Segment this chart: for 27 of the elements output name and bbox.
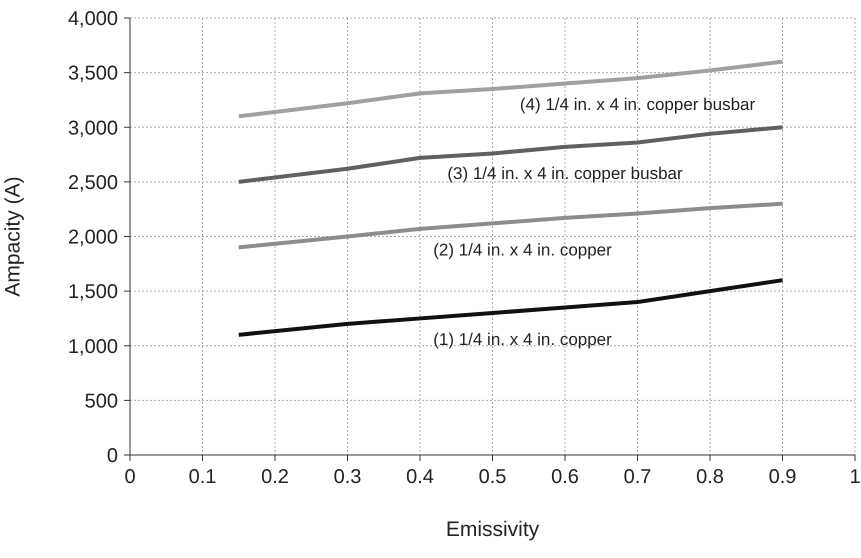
y-tick-label: 2,000: [68, 226, 118, 249]
x-tick-label: 0.5: [478, 466, 506, 488]
y-tick-label: 500: [84, 390, 118, 412]
series-label: (2) 1/4 in. x 4 in. copper: [433, 240, 612, 260]
x-axis-title: Emissivity: [446, 518, 540, 541]
x-tick-label: 0.7: [624, 466, 652, 488]
x-tick-label: 0.6: [551, 466, 579, 488]
y-tick-label: 2,500: [68, 172, 118, 194]
x-tick-label: 0.9: [768, 466, 796, 488]
y-tick-label: 1,500: [68, 281, 118, 304]
y-tick-label: 3,000: [68, 117, 118, 140]
x-tick-label: 0.2: [261, 466, 289, 488]
series-label: (3) 1/4 in. x 4 in. copper busbar: [447, 164, 683, 183]
series-label: (4) 1/4 in. x 4 in. copper busbar: [520, 95, 756, 114]
y-tick-label: 4,000: [68, 8, 118, 30]
y-tick-label: 1,000: [68, 336, 118, 358]
x-tick-label: 0.4: [406, 466, 434, 488]
x-tick-label: 1: [849, 466, 861, 488]
y-tick-label: 0: [106, 445, 118, 468]
y-tick-label: 3,500: [68, 62, 118, 85]
y-axis-title: Ampacity (A): [1, 176, 24, 297]
x-tick-label: 0.3: [334, 466, 362, 488]
x-tick-label: 0: [124, 466, 136, 488]
line-series: [236, 125, 784, 184]
x-tick-label: 0.8: [696, 466, 724, 488]
series-label: (1) 1/4 in. x 4 in. copper: [433, 330, 612, 349]
x-tick-label: 0.1: [188, 466, 216, 488]
